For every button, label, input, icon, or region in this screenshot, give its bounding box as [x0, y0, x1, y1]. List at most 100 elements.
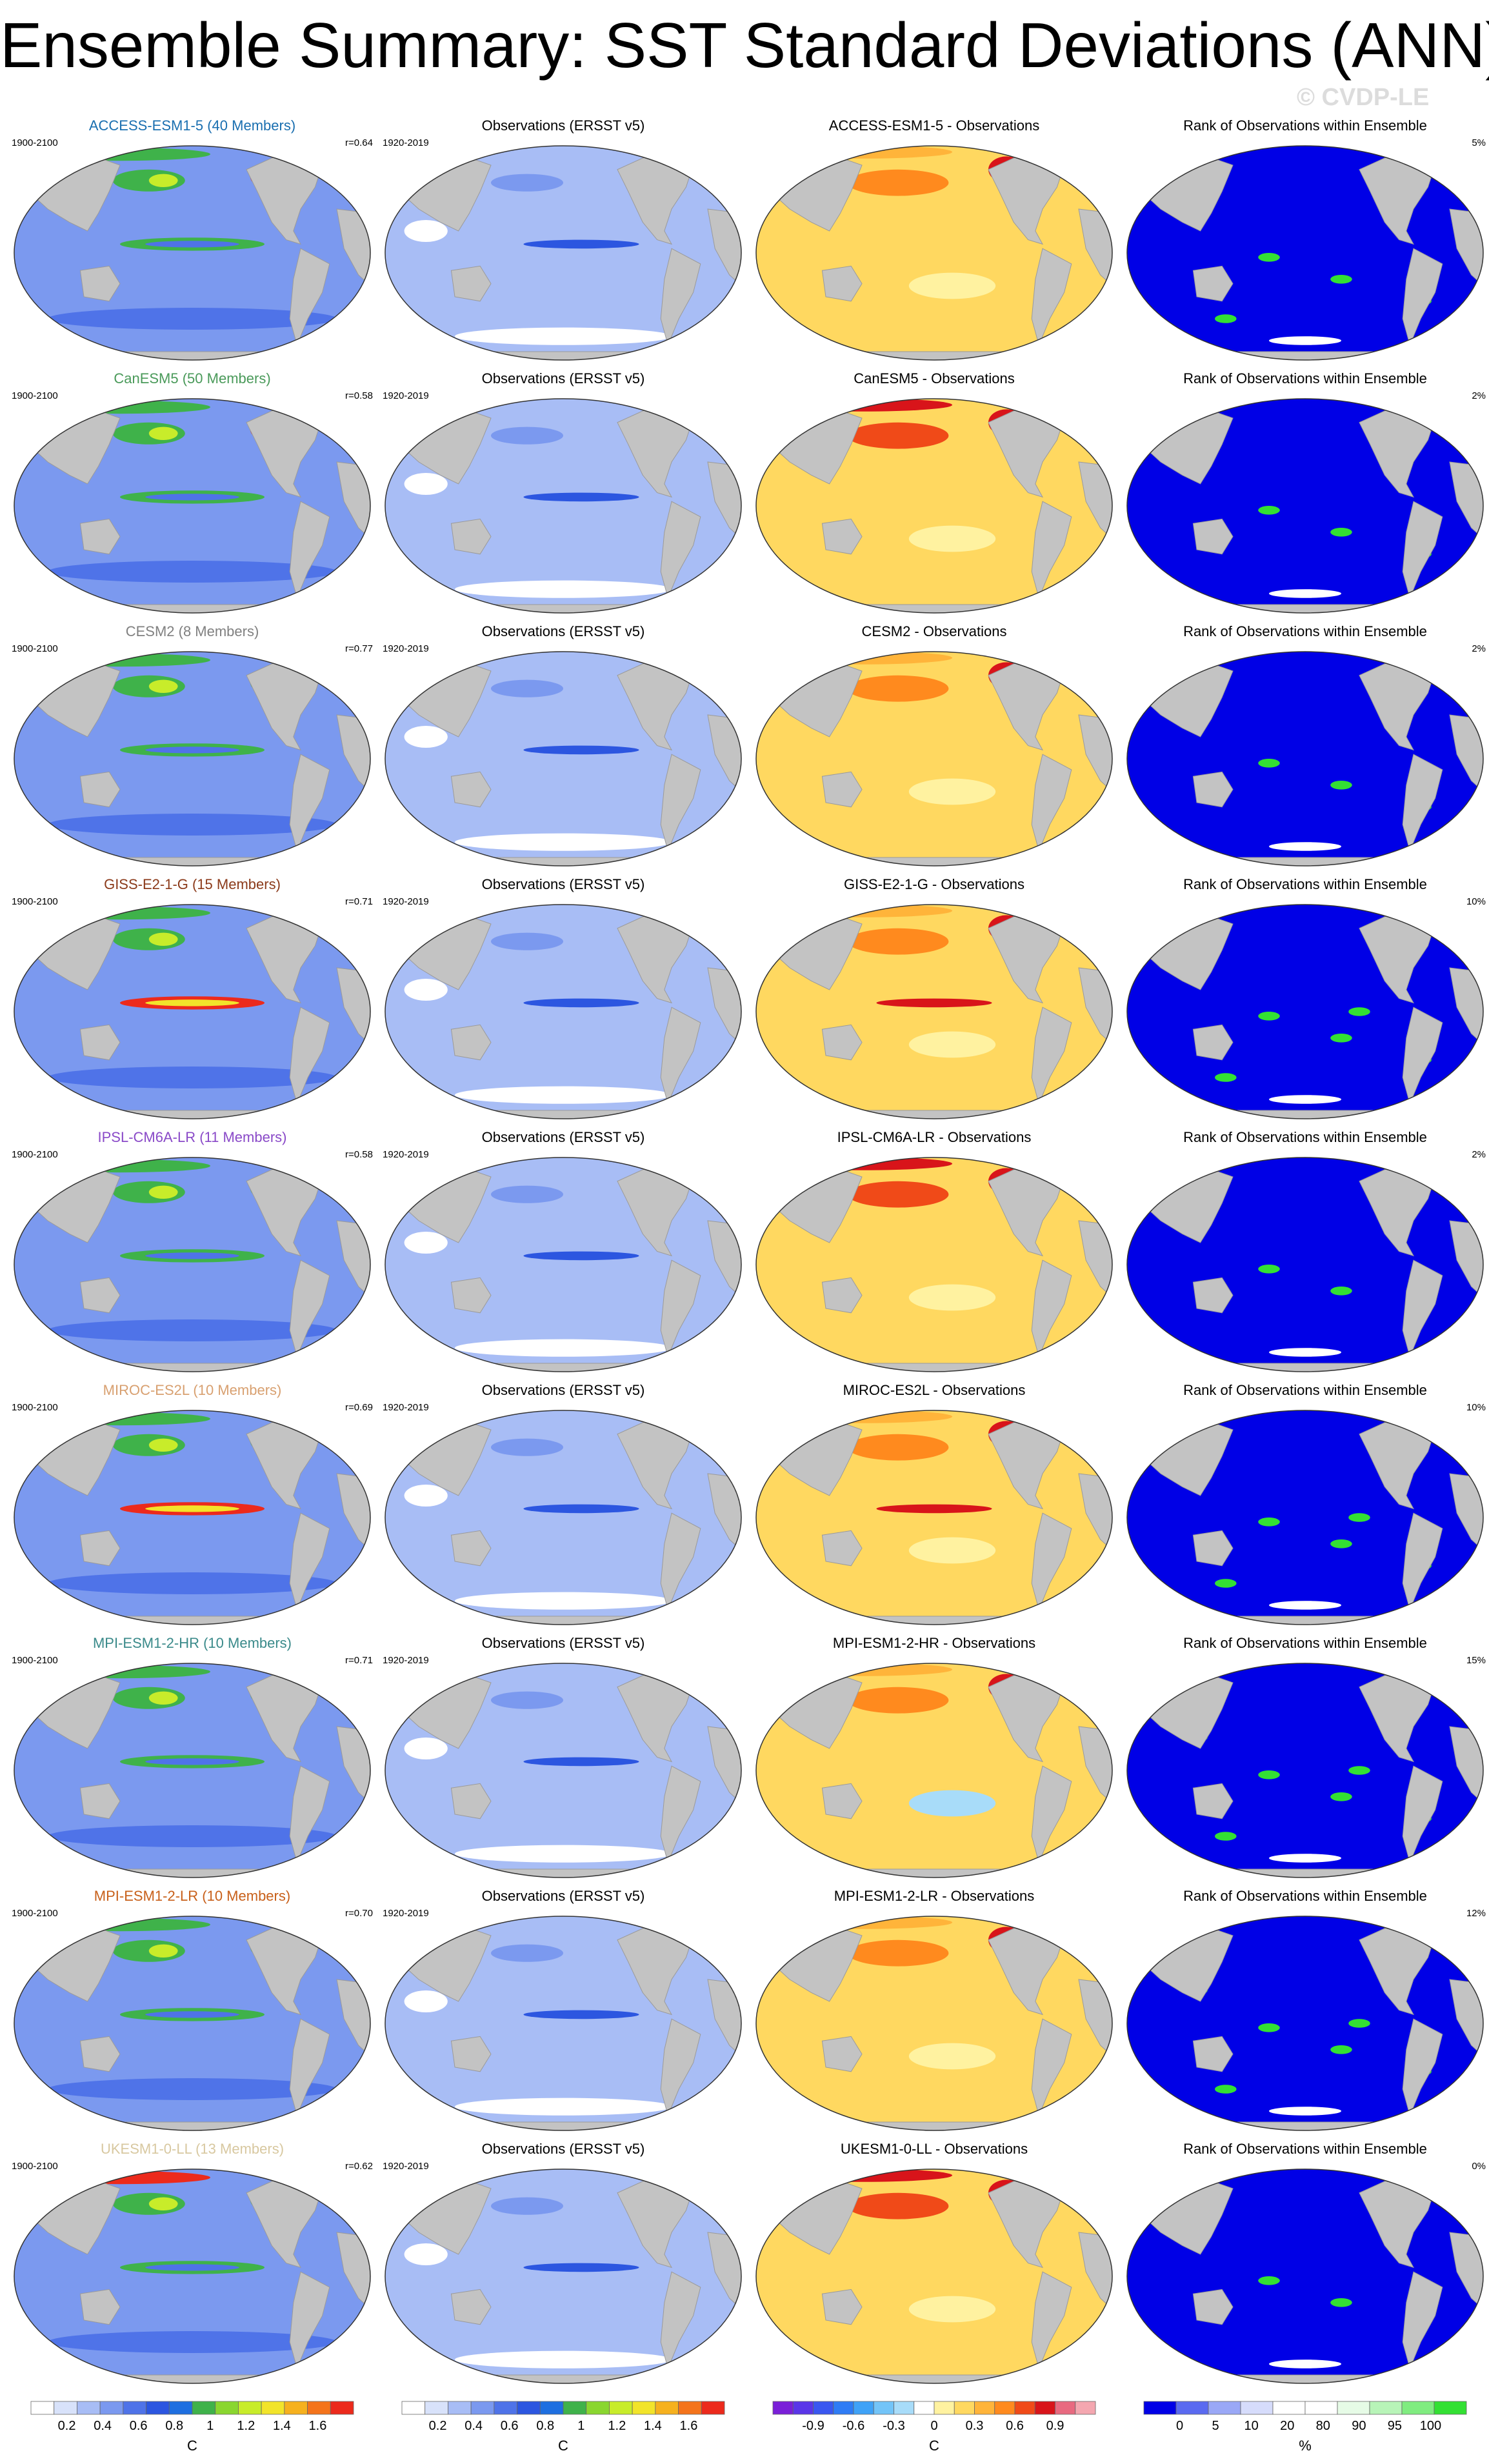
ensemble-std-map	[12, 902, 373, 1121]
land-antarctica	[417, 857, 709, 866]
anomaly-region	[523, 492, 639, 502]
colorbar-swatch	[539, 2401, 564, 2415]
anomaly-region	[404, 220, 448, 242]
map-border	[755, 1157, 1113, 1372]
land-samerica	[1031, 248, 1072, 346]
anomaly-region	[1330, 528, 1352, 537]
colorbar-swatch	[77, 2401, 101, 2415]
land-eurasia_r	[1460, 659, 1483, 707]
rank-title: Rank of Observations within Ensemble	[1183, 1382, 1427, 1398]
colorbar-tick-label: 1	[577, 2419, 585, 2433]
pattern-correlation: r=0.71	[345, 896, 373, 907]
anomaly-region	[772, 1410, 952, 1423]
page-title: Ensemble Summary: SST Standard Deviation…	[0, 10, 1489, 81]
obs-period: 1920-2019	[383, 1908, 429, 1919]
map-border	[385, 398, 742, 614]
land-antarctica	[788, 1868, 1080, 1878]
anomaly-region	[1330, 1034, 1352, 1043]
observations-map	[383, 902, 744, 1121]
anomaly-region	[145, 241, 239, 248]
anomaly-region	[876, 1757, 992, 1767]
anomaly-region	[491, 174, 563, 192]
anomaly-region	[491, 932, 563, 950]
ocean-field	[1127, 1157, 1483, 1372]
rank-0	[1126, 145, 1484, 361]
land-greenland	[1435, 1665, 1457, 1683]
anomaly-region	[1348, 2019, 1370, 2028]
land-australia	[450, 771, 492, 808]
anomaly-region	[30, 1665, 210, 1679]
difference-map	[754, 902, 1115, 1121]
land-greenland	[322, 1918, 345, 1936]
colorbar-swatch	[1055, 2401, 1076, 2415]
map-border	[755, 1663, 1113, 1878]
anomaly-region	[523, 2263, 639, 2272]
observations-map	[383, 1155, 744, 1374]
anomaly-region	[1330, 1539, 1352, 1548]
model-period: 1900-2100	[12, 1149, 58, 1160]
colorbar-swatch	[1034, 2401, 1055, 2415]
land-greenland	[693, 2170, 715, 2189]
anomaly-region	[1269, 842, 1341, 851]
land-antarctica	[417, 2374, 709, 2383]
obs-3	[385, 904, 742, 1119]
anomaly-region	[847, 928, 949, 955]
land-antarctica	[1159, 1616, 1451, 1625]
land-eurasia_r	[347, 2177, 370, 2225]
rank-percent: 2%	[1472, 643, 1486, 654]
rank-map	[1124, 902, 1486, 1121]
anomaly-region	[1215, 1579, 1237, 1588]
ensemble-std-map	[12, 143, 373, 363]
observations-map	[383, 396, 744, 616]
map-border	[14, 1916, 371, 2131]
rank-map	[1124, 1661, 1486, 1880]
map-border	[1126, 1157, 1484, 1372]
land-samerica	[289, 1007, 330, 1105]
land-greenland	[322, 1412, 345, 1430]
land-antarctica	[1159, 2121, 1451, 2130]
observations-map	[383, 2167, 744, 2386]
obs-period: 1920-2019	[383, 390, 429, 401]
anomaly-region	[404, 1738, 448, 1759]
anomaly-region	[48, 1067, 337, 1088]
colorbar-swatch	[609, 2401, 633, 2415]
difference-map	[754, 1155, 1115, 1374]
colorbar-swatch	[123, 2401, 146, 2415]
map-border	[755, 398, 1113, 614]
land-antarctica	[46, 857, 338, 866]
obs-0	[385, 145, 742, 361]
colorbar-swatch	[1240, 2401, 1274, 2415]
rank-map	[1124, 396, 1486, 616]
anomaly-region	[30, 1159, 210, 1173]
land-australia	[450, 2036, 492, 2072]
obs-period: 1920-2019	[383, 896, 429, 907]
difference-map	[754, 396, 1115, 616]
land-australia	[79, 1024, 121, 1061]
land-antarctica	[417, 1616, 709, 1625]
ocean-field	[1127, 2169, 1483, 2383]
anomaly-region	[404, 473, 448, 495]
map-border	[14, 1663, 371, 1878]
anomaly-region	[908, 2296, 996, 2323]
land-greenland	[1064, 1159, 1086, 1177]
colorbar: 0.2 0.4 0.6 0.8 1 1.2 1.4 1.6 C	[383, 2399, 744, 2460]
obs-5	[385, 1410, 742, 1625]
land-samerica	[289, 2018, 330, 2117]
colorbar-tick-label: 1.4	[644, 2419, 662, 2433]
anomaly-region	[772, 1663, 952, 1676]
land-eurasia_r	[718, 1418, 741, 1466]
anomaly-region	[1348, 1007, 1370, 1016]
rank-percent: 12%	[1466, 1908, 1486, 1919]
rank-4	[1126, 1157, 1484, 1372]
land-australia	[450, 1277, 492, 1314]
map-border	[14, 904, 371, 1119]
anomaly-region	[1258, 253, 1280, 262]
land-eurasia_r	[1089, 1671, 1112, 1719]
colorbar-swatch	[914, 2401, 935, 2415]
land-samerica	[289, 248, 330, 346]
colorbar-tick-label: 0.4	[465, 2419, 483, 2433]
map-border	[1126, 145, 1484, 361]
colorbar-swatch	[425, 2401, 448, 2415]
anomaly-region	[523, 2010, 639, 2019]
land-antarctica	[46, 2374, 338, 2383]
